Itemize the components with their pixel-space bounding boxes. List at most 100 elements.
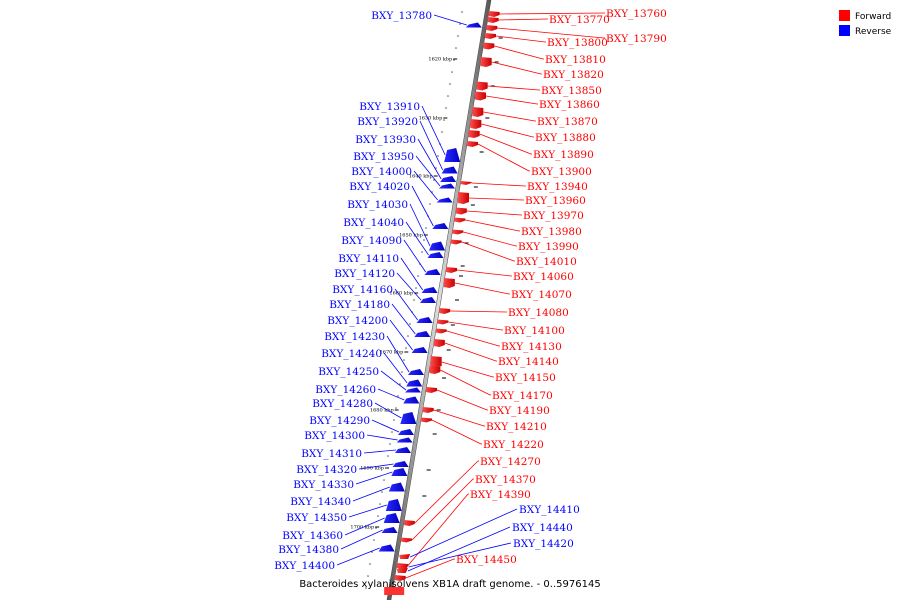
forward-gene-feature (450, 239, 462, 245)
forward-gene-label: BXY_13820 (543, 69, 604, 81)
reverse-leader-line (389, 319, 413, 351)
position-dot (387, 455, 389, 457)
map-caption: Bacteroides xylanisolvens XB1A draft gen… (299, 579, 600, 590)
forward-leader-line (433, 409, 485, 427)
forward-gene-feature (394, 575, 406, 581)
reverse-gene-feature (436, 197, 453, 203)
leader-lines (336, 12, 605, 579)
tick-label: 1680 kbp (370, 408, 394, 414)
forward-gene-feature (488, 11, 500, 17)
forward-gene-feature (433, 339, 445, 347)
forward-gene-label: BXY_13790 (606, 33, 667, 45)
position-dot (437, 155, 439, 157)
position-dot (409, 323, 411, 325)
reverse-leader-line (363, 449, 397, 454)
forward-gene-feature (435, 328, 447, 334)
forward-leader-line (466, 210, 522, 216)
reverse-leader-line (421, 105, 446, 156)
forward-leader-line (483, 111, 536, 122)
forward-gene-feature (403, 520, 415, 526)
position-dot (435, 167, 437, 169)
reverse-leader-line (340, 529, 383, 550)
forward-gene-feature (460, 181, 472, 185)
reverse-gene-feature (408, 369, 424, 375)
forward-gene-label: BXY_13760 (606, 8, 667, 20)
reverse-gene-label: BXY_14240 (321, 348, 382, 360)
position-dot (451, 71, 453, 73)
forward-gene-feature (401, 537, 412, 543)
position-dot (377, 515, 379, 517)
position-dot (395, 407, 397, 409)
position-dot (399, 383, 401, 385)
forward-leader-line (454, 282, 510, 295)
tick-label: 1620 kbp (428, 57, 452, 63)
forward-gene-feature (483, 42, 495, 50)
position-dot (417, 275, 419, 277)
reverse-gene-feature (406, 379, 423, 387)
reverse-gene-feature (421, 287, 438, 293)
reverse-leader-line (391, 303, 416, 335)
legend-reverse-swatch (839, 25, 850, 36)
forward-gene-label: BXY_14130 (501, 341, 562, 353)
forward-gene-label: BXY_14070 (511, 289, 572, 301)
reverse-leader-line (366, 434, 398, 441)
position-dot (375, 527, 377, 529)
position-dot (453, 59, 455, 61)
position-dot (379, 503, 381, 505)
reverse-gene-label: BXY_14280 (312, 398, 373, 410)
forward-leader-line (414, 460, 479, 524)
reverse-gene-feature (400, 412, 417, 424)
forward-gene-label: BXY_13770 (549, 14, 610, 26)
forward-leader-line (441, 361, 494, 378)
reverse-gene-label: BXY_13920 (357, 116, 418, 128)
reverse-gene-label: BXY_14340 (290, 496, 351, 508)
forward-gene-label: BXY_14370 (475, 474, 536, 486)
reverse-leader-line (411, 185, 434, 227)
forward-gene-label: BXY_13800 (547, 37, 608, 49)
forward-gene-feature (429, 366, 441, 374)
reverse-gene-feature (399, 554, 411, 559)
forward-gene-label: BXY_14140 (498, 356, 559, 368)
position-dot (415, 287, 417, 289)
reverse-leader-line (377, 388, 405, 401)
legend-reverse-label: Reverse (855, 27, 892, 37)
forward-gene-feature (472, 107, 484, 117)
position-dot (397, 395, 399, 397)
forward-gene-feature (426, 387, 437, 393)
forward-leader-line (487, 85, 540, 91)
reverse-gene-feature (416, 317, 433, 323)
forward-gene-feature (455, 207, 467, 215)
reverse-gene-label: BXY_14230 (324, 331, 385, 343)
forward-leader-line (498, 18, 548, 21)
forward-leader-line (431, 419, 482, 445)
reverse-gene-label: BXY_14310 (301, 448, 362, 460)
forward-leader-line (494, 45, 544, 60)
reverse-gene-feature (388, 482, 405, 492)
reverse-gene-feature (424, 269, 441, 275)
reverse-gene-label: BXY_14090 (341, 235, 402, 247)
tick-label: 1650 kbp (399, 233, 423, 239)
forward-gene-label: BXY_14170 (492, 390, 553, 402)
reverse-gene-label: BXY_14160 (332, 284, 393, 296)
position-dot (429, 203, 431, 205)
reverse-gene-feature (381, 527, 398, 533)
position-dot (383, 479, 385, 481)
forward-gene-feature (470, 119, 482, 129)
position-dot (457, 35, 459, 37)
reverse-gene-label: BXY_14300 (304, 430, 365, 442)
genome-axis (386, 0, 492, 600)
reverse-leader-line (417, 138, 442, 180)
forward-gene-label: BXY_13940 (527, 181, 588, 193)
reverse-leader-line (344, 517, 385, 536)
forward-leader-line (471, 182, 526, 187)
forward-leader-line (450, 310, 507, 313)
forward-gene-label: BXY_14210 (486, 421, 547, 433)
position-dot (391, 431, 393, 433)
reverse-leader-line (400, 257, 423, 291)
forward-gene-feature (443, 278, 455, 288)
forward-leader-line (440, 369, 491, 396)
gene-features (378, 11, 500, 595)
reverse-leader-line (352, 486, 390, 502)
legend: Forward Reverse (839, 10, 892, 37)
